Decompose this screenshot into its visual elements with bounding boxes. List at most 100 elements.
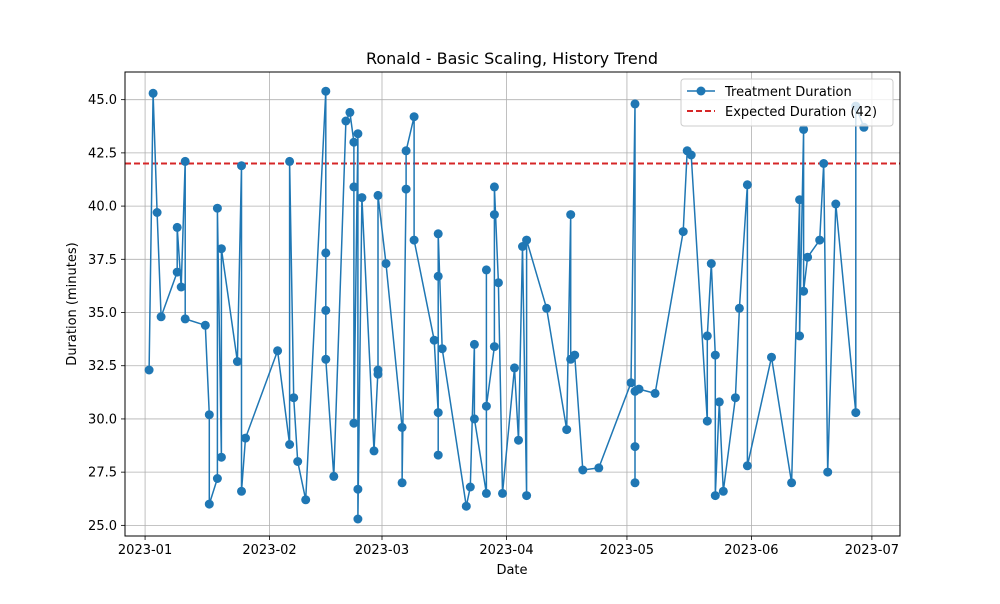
data-point	[831, 199, 841, 209]
y-tick-label: 40.0	[88, 200, 117, 215]
data-point	[409, 235, 419, 245]
y-tick-label: 35.0	[88, 306, 117, 321]
y-tick-label: 42.5	[88, 146, 117, 161]
series-layer	[144, 86, 869, 524]
data-point	[353, 129, 363, 139]
data-point	[285, 156, 295, 166]
data-point	[481, 265, 491, 275]
data-point	[594, 463, 604, 473]
data-point	[498, 488, 507, 498]
y-tick-label: 25.0	[88, 519, 117, 534]
data-point	[273, 346, 283, 356]
data-point	[285, 440, 295, 449]
data-point	[795, 331, 805, 341]
data-point	[819, 159, 829, 168]
data-point	[522, 491, 532, 501]
plot-area-frame	[124, 71, 901, 537]
data-point	[289, 393, 299, 403]
data-point	[734, 303, 744, 313]
data-point	[349, 418, 359, 428]
data-point	[232, 357, 242, 366]
data-point	[353, 484, 363, 494]
data-point	[823, 467, 833, 477]
legend: Treatment Duration Expected Duration (42…	[680, 78, 894, 127]
data-point	[172, 267, 182, 277]
data-point	[630, 99, 640, 109]
data-point	[630, 442, 640, 452]
data-point	[465, 482, 475, 492]
data-point	[433, 229, 443, 239]
data-point	[341, 116, 351, 126]
legend-box	[680, 78, 894, 127]
data-point	[156, 312, 166, 322]
data-point	[204, 410, 214, 420]
data-point	[204, 499, 214, 509]
data-point	[321, 354, 331, 364]
data-point	[578, 465, 588, 475]
data-point	[397, 422, 407, 432]
y-axis-label: Duration (minutes)	[65, 242, 80, 365]
data-point	[714, 397, 724, 407]
data-point	[216, 452, 226, 462]
data-point	[433, 271, 443, 281]
data-point	[481, 488, 491, 498]
data-point	[349, 182, 359, 192]
x-tick-label: 2023-02	[242, 543, 296, 558]
data-point	[562, 425, 572, 435]
y-axis-ticks: 25.0 27.5 30.0 32.5 35.0 37.5 40.0 42.5 45.0	[88, 93, 125, 534]
x-axis-ticks: 2023-01 2023-02 2023-03 2023-04 2023-05 2023-…	[118, 536, 899, 558]
x-tick-label: 2023-03	[355, 543, 409, 558]
data-point	[702, 416, 712, 426]
data-point	[542, 303, 552, 313]
x-tick-label: 2023-01	[118, 543, 172, 558]
data-point	[489, 210, 499, 220]
x-tick-label: 2023-07	[845, 543, 899, 558]
y-tick-label: 45.0	[88, 93, 117, 108]
data-point	[152, 208, 162, 217]
data-point	[795, 195, 805, 205]
data-point	[301, 495, 311, 505]
data-point	[321, 305, 331, 315]
series-line	[148, 90, 865, 520]
data-point	[469, 339, 479, 349]
data-point	[144, 365, 154, 375]
chart-title: Ronald - Basic Scaling, History Trend	[366, 49, 658, 68]
data-point	[401, 146, 411, 156]
data-point	[730, 393, 740, 403]
data-point	[510, 363, 519, 373]
data-point	[469, 414, 479, 424]
data-point	[518, 242, 527, 251]
data-point	[397, 478, 407, 488]
data-point	[803, 252, 813, 262]
data-point	[570, 350, 580, 360]
data-point	[212, 203, 222, 213]
data-point	[702, 331, 712, 341]
data-point	[212, 474, 222, 483]
data-point	[678, 227, 688, 237]
data-point	[710, 491, 720, 501]
data-point	[710, 350, 720, 360]
data-point	[176, 282, 186, 292]
data-point	[742, 180, 752, 190]
data-point	[180, 314, 190, 324]
data-point	[650, 388, 660, 398]
data-point	[799, 286, 809, 296]
data-point	[718, 486, 728, 496]
data-point	[634, 384, 644, 394]
data-point	[433, 450, 443, 460]
data-point	[493, 278, 503, 288]
legend-series-marker	[696, 86, 706, 96]
data-point	[514, 435, 523, 445]
data-point	[241, 433, 250, 443]
data-point	[172, 222, 182, 232]
data-point	[329, 471, 339, 481]
data-point	[180, 156, 190, 166]
data-point	[626, 378, 636, 388]
data-point	[401, 184, 411, 194]
data-point	[349, 137, 359, 147]
legend-reference-label: Expected Duration (42)	[725, 105, 877, 120]
data-point	[522, 235, 532, 245]
data-point	[200, 320, 210, 330]
data-point	[237, 486, 246, 496]
